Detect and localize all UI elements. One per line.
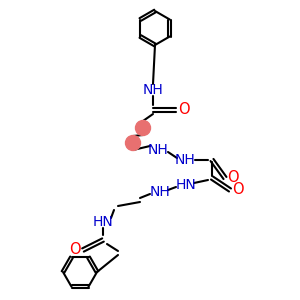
Circle shape [125, 136, 140, 151]
Text: HN: HN [176, 178, 197, 192]
Text: O: O [178, 103, 190, 118]
Text: NH: NH [175, 153, 195, 167]
Text: O: O [69, 242, 81, 257]
Text: O: O [227, 170, 239, 185]
Circle shape [136, 121, 151, 136]
Text: NH: NH [142, 83, 164, 97]
Text: HN: HN [93, 215, 113, 229]
Text: NH: NH [150, 185, 170, 199]
Text: NH: NH [148, 143, 168, 157]
Text: O: O [232, 182, 244, 197]
